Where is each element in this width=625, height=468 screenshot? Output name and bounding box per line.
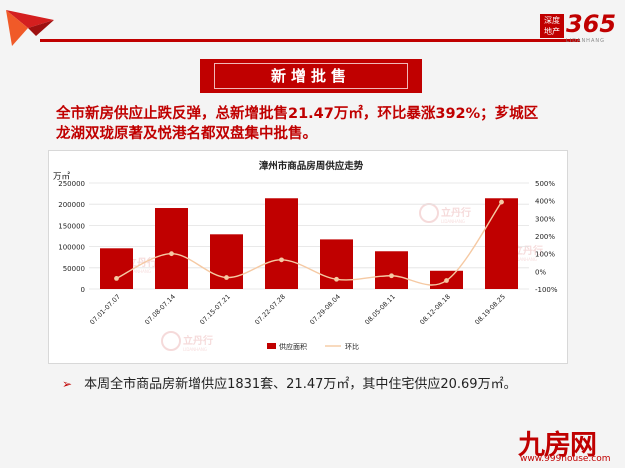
watermark-sub: LIDANHANG bbox=[183, 347, 207, 352]
watermark-text: 立丹行 bbox=[183, 334, 213, 347]
ratio-point bbox=[444, 278, 449, 283]
watermark-sub: LIDANHANG bbox=[513, 257, 537, 262]
ratio-point bbox=[499, 199, 504, 205]
brand-number: 365 bbox=[566, 10, 617, 38]
section-title: 新增批售 bbox=[214, 63, 408, 89]
x-tick-label: 07.22-07.28 bbox=[253, 293, 287, 327]
x-tick-label: 07.15-07.21 bbox=[198, 293, 232, 327]
footer-logo: 九房网 www.999house.com bbox=[518, 423, 618, 465]
header-divider bbox=[40, 39, 580, 42]
brand-box-line2: 地产 bbox=[544, 27, 560, 36]
y-axis-unit: 万㎡ bbox=[53, 172, 71, 182]
section-banner: 新增批售 bbox=[200, 59, 422, 93]
ratio-point bbox=[114, 276, 119, 281]
bullet-arrow-icon: ➢ bbox=[62, 377, 73, 391]
headline-line1: 全市新房供应止跌反弹，总新增批售21.47万㎡，环比暴涨392%；芗城区 bbox=[56, 106, 539, 122]
x-tick-label: 08.19-08.25 bbox=[473, 293, 507, 327]
y-tick-label: 200000 bbox=[58, 201, 85, 209]
x-tick-label: 08.12-08.18 bbox=[418, 293, 452, 327]
watermark-sub: LIDANHANG bbox=[441, 219, 465, 224]
ratio-point bbox=[389, 273, 394, 279]
y-tick-label: 250000 bbox=[58, 180, 85, 188]
ratio-point bbox=[279, 257, 284, 263]
legend-label-line: 环比 bbox=[345, 342, 359, 351]
y2-tick-label: 400% bbox=[535, 198, 555, 206]
watermark-icon bbox=[161, 331, 181, 351]
watermark-sub: LIDANHANG bbox=[127, 269, 151, 274]
x-tick-label: 08.05-08.11 bbox=[363, 293, 397, 327]
y-tick-label: 0 bbox=[81, 286, 85, 294]
bar bbox=[210, 234, 243, 289]
y2-tick-label: 0% bbox=[535, 268, 546, 276]
brand-box: 深度 地产 bbox=[540, 14, 564, 38]
footer-logo-text: 九房网 bbox=[518, 430, 597, 461]
bar bbox=[485, 198, 518, 289]
bar bbox=[155, 208, 188, 289]
legend-label-bar: 供应面积 bbox=[279, 342, 307, 351]
ratio-point bbox=[334, 276, 339, 282]
brand-logo: 深度 地产 365 LIDANHANG bbox=[540, 10, 622, 46]
summary: ➢ 本周全市商品房新增供应1831套、21.47万㎡，其中住宅供应20.69万㎡。 bbox=[62, 373, 517, 392]
y2-tick-label: 100% bbox=[535, 251, 555, 259]
flag-logo-icon bbox=[6, 10, 54, 46]
brand-sub: LIDANHANG bbox=[566, 38, 605, 44]
watermark-text: 立丹行 bbox=[441, 206, 471, 219]
x-tick-label: 07.08-07.14 bbox=[143, 293, 177, 327]
y2-tick-label: 300% bbox=[535, 215, 555, 223]
legend-swatch-bar bbox=[267, 343, 276, 349]
footer-url: www.999house.com bbox=[520, 454, 611, 464]
headline-line2: 龙湖双珑原著及悦港名都双盘集中批售。 bbox=[56, 126, 317, 142]
summary-text: 本周全市商品房新增供应1831套、21.47万㎡，其中住宅供应20.69万㎡。 bbox=[84, 377, 517, 392]
x-tick-label: 07.01-07.07 bbox=[88, 293, 122, 327]
y2-tick-label: -100% bbox=[535, 286, 558, 294]
ratio-point bbox=[169, 251, 174, 257]
chart-title: 漳州市商品房周供应走势 bbox=[259, 160, 364, 172]
bar bbox=[375, 251, 408, 289]
chart-container: 立丹行 LIDANHANG 立丹行 LIDANHANG 立丹行 LIDANHANG 立丹行 L… bbox=[48, 150, 568, 364]
y-tick-label: 100000 bbox=[58, 244, 85, 252]
y2-tick-label: 200% bbox=[535, 233, 555, 241]
bar bbox=[100, 248, 133, 289]
supply-chart: 立丹行LIDANHANG立丹行LIDANHANG立丹行LIDANHANG立丹行L… bbox=[53, 160, 558, 352]
brand-box-line1: 深度 bbox=[544, 16, 560, 25]
watermark-icon bbox=[419, 203, 439, 223]
y2-tick-label: 500% bbox=[535, 180, 555, 188]
watermark-text: 立丹行 bbox=[513, 244, 543, 257]
ratio-point bbox=[224, 275, 229, 280]
x-tick-label: 07.29-08.04 bbox=[308, 293, 342, 327]
bar bbox=[265, 198, 298, 289]
y-tick-label: 150000 bbox=[58, 222, 85, 230]
y-tick-label: 50000 bbox=[63, 265, 85, 273]
headline: 全市新房供应止跌反弹，总新增批售21.47万㎡，环比暴涨392%；芗城区 龙湖双… bbox=[56, 104, 566, 144]
